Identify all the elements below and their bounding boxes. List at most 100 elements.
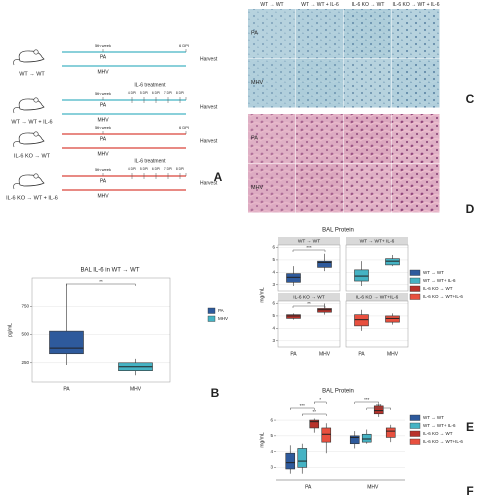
y-axis-label: mg/mL (259, 432, 265, 448)
box (321, 427, 332, 443)
mouse-ear (33, 173, 39, 179)
mouse-ear (33, 49, 39, 55)
plot-frame (31, 277, 171, 383)
box (317, 260, 332, 268)
route-label: PA (100, 136, 107, 142)
micrograph-texture (248, 114, 296, 163)
row-label: PA (251, 135, 258, 141)
mouse-tail (13, 183, 21, 190)
box (285, 452, 296, 470)
legend-key (409, 285, 421, 292)
y-tick-label: 6 (272, 245, 275, 250)
column-label: WT → WT (260, 2, 283, 8)
route-label: PA (100, 178, 107, 184)
y-tick-label: 5 (272, 313, 275, 318)
legend-key (409, 269, 421, 276)
micrograph-texture (248, 58, 296, 108)
mouse-tail (13, 141, 21, 148)
micrograph-texture (344, 9, 392, 58)
y-tick-label: 6 (270, 417, 273, 422)
plot-frame (345, 300, 409, 348)
route-label: MHV (97, 151, 109, 157)
timeline-end: 6 DPI (179, 43, 189, 48)
y-tick-label: 4 (270, 449, 273, 454)
micrograph-texture (296, 163, 344, 213)
panel-letter: B (211, 386, 220, 400)
significance: *** (300, 403, 306, 408)
panel-letter: E (466, 420, 474, 434)
row-label: PA (251, 30, 258, 36)
chart-title: BAL Protein (322, 389, 354, 395)
facet-strip (278, 237, 340, 245)
treatment-day: 8 DPI (176, 91, 184, 95)
y-tick-label: 500 (21, 332, 29, 337)
y-tick-label: 3 (272, 282, 275, 287)
legend-key (409, 438, 421, 445)
micrograph-texture (344, 58, 392, 108)
plot-frame (277, 300, 341, 348)
harvest-label: Harvest (200, 180, 218, 186)
box (317, 308, 332, 313)
timeline-start: 5th week (95, 167, 111, 172)
micrograph-texture (392, 163, 440, 213)
significance-bracket (292, 249, 326, 252)
mouse-tail (13, 107, 21, 114)
facet-title: WT → WT (298, 238, 320, 244)
mouse-icon (18, 50, 45, 63)
y-tick-label: 250 (21, 360, 29, 365)
box (349, 435, 360, 445)
treatment-day: 4 DPI (128, 167, 136, 171)
plot-frame (277, 244, 341, 292)
facet-title: IL-6 KO → WT+IL-6 (356, 294, 399, 300)
significance-bracket (290, 407, 315, 410)
box (373, 405, 384, 415)
facet-title: IL-6 KO → WT (293, 294, 325, 300)
significance: * (319, 397, 321, 402)
significance: ** (307, 301, 311, 306)
box (361, 433, 372, 443)
significance: ** (312, 409, 316, 414)
significance: *** (306, 245, 312, 250)
mouse-icon (18, 132, 45, 145)
mouse-tail (13, 59, 21, 66)
facet-strip (278, 293, 340, 301)
significance-bracket (292, 305, 326, 308)
box (385, 315, 400, 323)
significance: ** (99, 279, 103, 284)
micrograph-texture (344, 163, 392, 213)
legend-label: PA (218, 308, 224, 313)
harvest-label: Harvest (200, 104, 218, 110)
x-tick-label: MHV (130, 386, 142, 392)
y-tick-label: 4 (272, 326, 275, 331)
mouse-ear (33, 131, 39, 137)
chart-title: BAL IL-6 in WT → WT (80, 268, 139, 274)
legend-label: MHV (218, 316, 228, 321)
micrograph-texture (392, 114, 440, 163)
significance-bracket (354, 401, 379, 404)
x-tick-label: MHV (367, 484, 379, 490)
legend-label: IL-6 KO → WT (423, 431, 453, 436)
legend-key (207, 307, 216, 314)
legend-key (207, 315, 216, 322)
legend-label: WT → WT+ IL-6 (423, 423, 456, 428)
box (385, 258, 400, 266)
treatment-day: 6 DPI (152, 91, 160, 95)
timeline-start: 5th week (95, 125, 111, 130)
treatment-day: 7 DPI (164, 91, 172, 95)
box (309, 419, 320, 429)
scheme-label: IL-6 KO → WT + IL-6 (6, 195, 58, 201)
scheme-label: WT → WT (19, 71, 45, 77)
plot-frame (345, 244, 409, 292)
treatment-day: 5 DPI (140, 167, 148, 171)
micrograph-texture (344, 114, 392, 163)
mouse-icon (18, 98, 45, 111)
timeline-end: 6 DPI (179, 125, 189, 130)
legend-key (409, 414, 421, 421)
harvest-label: Harvest (200, 56, 218, 62)
legend-key (409, 277, 421, 284)
facet-strip (346, 237, 408, 245)
x-tick-label: PA (358, 351, 365, 357)
column-label: IL-6 KO → WT (352, 2, 385, 8)
